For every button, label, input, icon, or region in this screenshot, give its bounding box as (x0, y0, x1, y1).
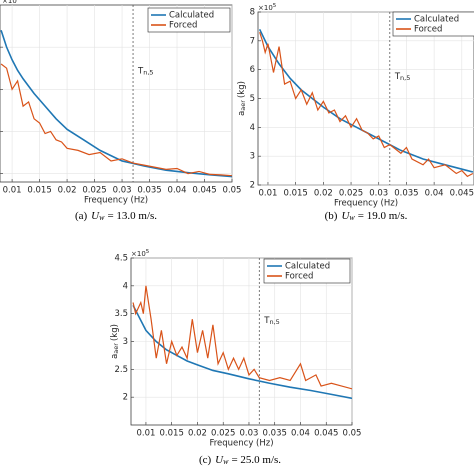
annotation-sub: n,5 (269, 318, 279, 326)
y-label-unit: (kg) (237, 81, 247, 98)
x-axis-label: Frequency (Hz) (209, 439, 273, 449)
caption-prefix: (b) (325, 210, 338, 222)
y-tick-label: 4.5 (114, 254, 128, 264)
y-tick-label: 7 (250, 36, 255, 46)
y-tick-label: 5 (250, 94, 255, 104)
series-line (0, 30, 232, 178)
x-tick-label: 0.015 (283, 189, 307, 199)
y-tick-label: 6 (250, 65, 255, 75)
x-tick-label: 0.04 (425, 189, 444, 199)
x-tick-label: 0.03 (240, 429, 259, 439)
y-tick-label: 3 (250, 152, 255, 162)
annotation-main: T (394, 72, 401, 82)
x-tick-label: 0.045 (450, 189, 474, 199)
y-tick-label: 4 (123, 281, 128, 291)
exponent: ×105 (258, 3, 277, 13)
x-tick-label: 0.045 (192, 186, 216, 196)
x-tick-label: 0.015 (27, 186, 51, 196)
y-label-unit: (kg) (110, 324, 120, 341)
legend-label: Forced (414, 25, 442, 35)
exponent-power: 6 (17, 0, 21, 2)
caption-sub: w (99, 213, 105, 222)
x-tick-label: 0.03 (369, 189, 388, 199)
y-tick-label: 2 (250, 181, 255, 191)
x-tick-label: 0.035 (394, 189, 418, 199)
x-tick-label: 0.03 (113, 186, 132, 196)
caption: (c) Uw = 25.0 m/s. (199, 454, 281, 466)
x-tick-label: 0.01 (259, 189, 278, 199)
annotation-main: T (263, 315, 270, 325)
exponent-base: ×10 (2, 0, 17, 5)
series-line (0, 63, 232, 177)
y-tick-label: 2 (123, 393, 128, 403)
y-tick-label: 8 (250, 8, 255, 18)
legend-label: Calculated (169, 11, 214, 21)
x-axis-label: Frequency (Hz) (84, 196, 148, 206)
y-tick-label: 3.5 (114, 309, 128, 319)
legend-label: Forced (285, 272, 313, 282)
exponent-power: 5 (146, 249, 150, 255)
x-tick-label: 0.035 (137, 186, 161, 196)
y-axis-label: aaer (kg) (110, 324, 121, 359)
x-tick-label: 0.04 (291, 429, 310, 439)
x-tick-label: 0.025 (82, 186, 106, 196)
legend-label: Forced (169, 21, 197, 31)
x-axis-label: Frequency (Hz) (334, 199, 398, 209)
caption: (b) Uw = 19.0 m/s. (325, 210, 408, 222)
caption-rest: = 25.0 m/s. (231, 454, 281, 466)
x-tick-label: 0.04 (168, 186, 187, 196)
caption-rest: = 13.0 m/s. (107, 210, 157, 222)
exponent-power: 5 (273, 3, 277, 9)
annotation-sub: n,5 (400, 74, 410, 82)
annotation-sub: n,5 (143, 68, 153, 76)
x-tick-label: 0.02 (314, 189, 333, 199)
y-label-main: a (237, 111, 247, 116)
x-tick-label: 0.02 (188, 429, 207, 439)
x-tick-label: 0.025 (211, 429, 235, 439)
y-label-sub: aer (112, 343, 120, 354)
exponent: ×105 (131, 249, 150, 259)
x-tick-label: 0.025 (339, 189, 363, 199)
x-tick-label: 0.02 (58, 186, 77, 196)
legend-box (147, 7, 231, 33)
annotation: Tn,5 (137, 66, 154, 77)
legend-box (392, 11, 474, 37)
caption-sub: w (349, 213, 355, 222)
y-tick-label: 2.5 (114, 365, 128, 375)
series-line (132, 285, 352, 390)
caption-var: U (215, 454, 224, 466)
series-line (132, 304, 352, 400)
caption-var: U (91, 210, 100, 222)
y-tick-label: 4 (250, 123, 255, 133)
caption: (a) Uw = 13.0 m/s. (75, 210, 157, 222)
x-tick-label: 0.045 (314, 429, 338, 439)
legend-box (263, 258, 351, 284)
exponent: ×106 (2, 0, 21, 5)
caption-prefix: (a) (75, 210, 88, 222)
annotation: Tn,5 (263, 315, 280, 326)
exponent-base: ×10 (131, 250, 146, 258)
exponent-base: ×10 (258, 4, 273, 12)
legend-label: Calculated (414, 15, 459, 25)
plot-area (0, 4, 233, 183)
caption-var: U (341, 210, 350, 222)
caption-sub: w (223, 457, 229, 466)
series-line (259, 31, 474, 178)
annotation-main: T (137, 66, 144, 76)
legend-label: Calculated (285, 262, 330, 272)
x-tick-label: 0.05 (343, 429, 362, 439)
y-tick-label: 3 (123, 337, 128, 347)
y-label-main: a (110, 354, 120, 359)
x-tick-label: 0.035 (263, 429, 287, 439)
x-tick-label: 0.01 (3, 186, 22, 196)
x-tick-label: 0.05 (223, 186, 242, 196)
y-label-sub: aer (239, 100, 247, 111)
caption-prefix: (c) (199, 454, 212, 466)
y-axis-label: aaer (kg) (237, 81, 248, 116)
caption-rest: = 19.0 m/s. (358, 210, 408, 222)
x-tick-label: 0.015 (160, 429, 184, 439)
annotation: Tn,5 (394, 72, 411, 83)
x-tick-label: 0.01 (136, 429, 155, 439)
